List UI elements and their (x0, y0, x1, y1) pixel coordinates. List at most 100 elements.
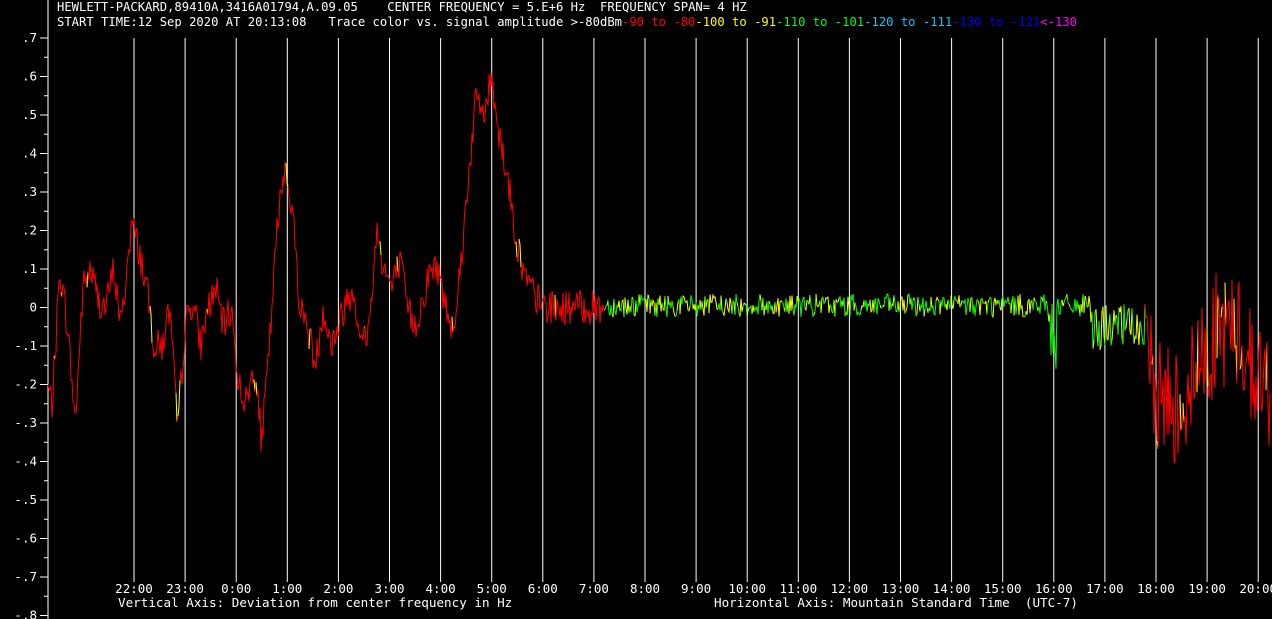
trace-segment (396, 256, 399, 272)
trace-segment (333, 288, 365, 345)
trace-segment (953, 296, 957, 301)
trace-segment (945, 299, 949, 311)
x-tick-label: 6:00 (528, 581, 558, 596)
y-tick-label: -.4 (14, 454, 37, 469)
trace-segment (176, 415, 179, 423)
trace-segment (883, 294, 888, 307)
trace-segment (661, 302, 664, 310)
trace-segment (621, 299, 625, 318)
trace-segment (980, 297, 986, 305)
trace-segment (775, 298, 783, 317)
y-tick-marks (40, 37, 48, 616)
trace-segment (924, 300, 928, 309)
vertical-axis-caption: Vertical Axis: Deviation from center fre… (118, 595, 513, 610)
trace-segment (751, 305, 755, 314)
trace-segment (745, 304, 748, 317)
trace-segment (904, 310, 907, 314)
trace-segment (837, 298, 840, 303)
trace-segment (1224, 282, 1227, 326)
trace-segment (1095, 309, 1099, 347)
trace-segment (803, 297, 806, 309)
trace-segment (630, 297, 633, 313)
trace-segment (1157, 342, 1181, 464)
trace-segment (692, 302, 697, 311)
x-tick-label: 8:00 (630, 581, 660, 596)
trace-segment (256, 161, 287, 452)
trace-segment (1180, 402, 1184, 431)
y-tick-label: -.1 (14, 338, 37, 353)
trace-segment (1182, 402, 1185, 423)
trace-segment (515, 241, 518, 258)
trace-segment (842, 297, 848, 317)
trace-segment (1135, 314, 1141, 346)
trace-segment (1131, 308, 1135, 344)
trace-segment (1021, 305, 1024, 317)
trace-segment (644, 294, 650, 312)
trace-segment (1206, 329, 1209, 387)
trace-segment (1006, 296, 1010, 305)
trace-segment (835, 299, 838, 303)
y-tick-label: .6 (22, 69, 37, 84)
trace-segment (1033, 297, 1036, 301)
trace-segment (931, 300, 937, 316)
trace-segment (935, 296, 940, 302)
trace-segment (1116, 307, 1120, 335)
trace-segment (1046, 303, 1049, 314)
trace-segment (1225, 279, 1235, 353)
trace-segment (1028, 298, 1033, 314)
trace-segment (879, 304, 882, 309)
trace-segment (676, 302, 679, 311)
trace-segment (1125, 318, 1128, 329)
trace-segment (950, 295, 955, 309)
trace-segment (726, 297, 733, 315)
trace-segment (986, 302, 989, 315)
trace-segment (960, 300, 963, 306)
x-tick-label: 22:00 (115, 581, 153, 596)
trace-segment (631, 297, 634, 299)
trace-segment (898, 305, 901, 313)
trace-segment (1197, 307, 1208, 394)
trace-segment (889, 297, 893, 310)
trace-segment (1031, 297, 1035, 310)
x-tick-label: 13:00 (882, 581, 920, 596)
trace-segment (1114, 314, 1117, 326)
trace-segment (516, 238, 520, 263)
y-tick-label: .5 (22, 107, 37, 122)
trace-segment (1092, 339, 1095, 349)
trace-segment (721, 310, 724, 314)
trace-segment (771, 301, 776, 315)
legend-item-5: -130 to -121 (952, 15, 1041, 29)
trace-segment (749, 305, 753, 314)
trace-segment (999, 298, 1003, 311)
trace-segment (860, 305, 863, 311)
trace-segment (639, 294, 646, 306)
trace-segment (255, 382, 258, 397)
trace-segment (1217, 294, 1222, 357)
y-tick-label: -.6 (14, 531, 37, 546)
trace-segment (781, 301, 785, 308)
x-tick-label: 17:00 (1086, 581, 1124, 596)
trace-segment (987, 299, 990, 303)
trace-segment (1087, 295, 1093, 323)
trace-segment (452, 71, 517, 333)
trace-segment (285, 163, 289, 187)
trace-segment (798, 298, 804, 318)
deviation-traces (47, 71, 1271, 464)
trace-segment (763, 305, 766, 316)
trace-segment (1233, 298, 1236, 349)
trace-segment (970, 297, 979, 316)
trace-segment (379, 241, 382, 256)
trace-segment (179, 304, 208, 385)
y-tick-label: -.2 (14, 377, 37, 392)
trace-segment (1071, 298, 1080, 314)
y-tick-label: .2 (22, 223, 37, 238)
trace-segment (287, 186, 310, 350)
trace-segment (695, 302, 699, 317)
trace-segment (1011, 295, 1015, 316)
legend-item-6: <-130 (1040, 15, 1077, 29)
trace-segment (668, 300, 674, 308)
trace-segment (649, 299, 652, 314)
x-tick-label: 19:00 (1188, 581, 1226, 596)
trace-segment (796, 295, 800, 304)
